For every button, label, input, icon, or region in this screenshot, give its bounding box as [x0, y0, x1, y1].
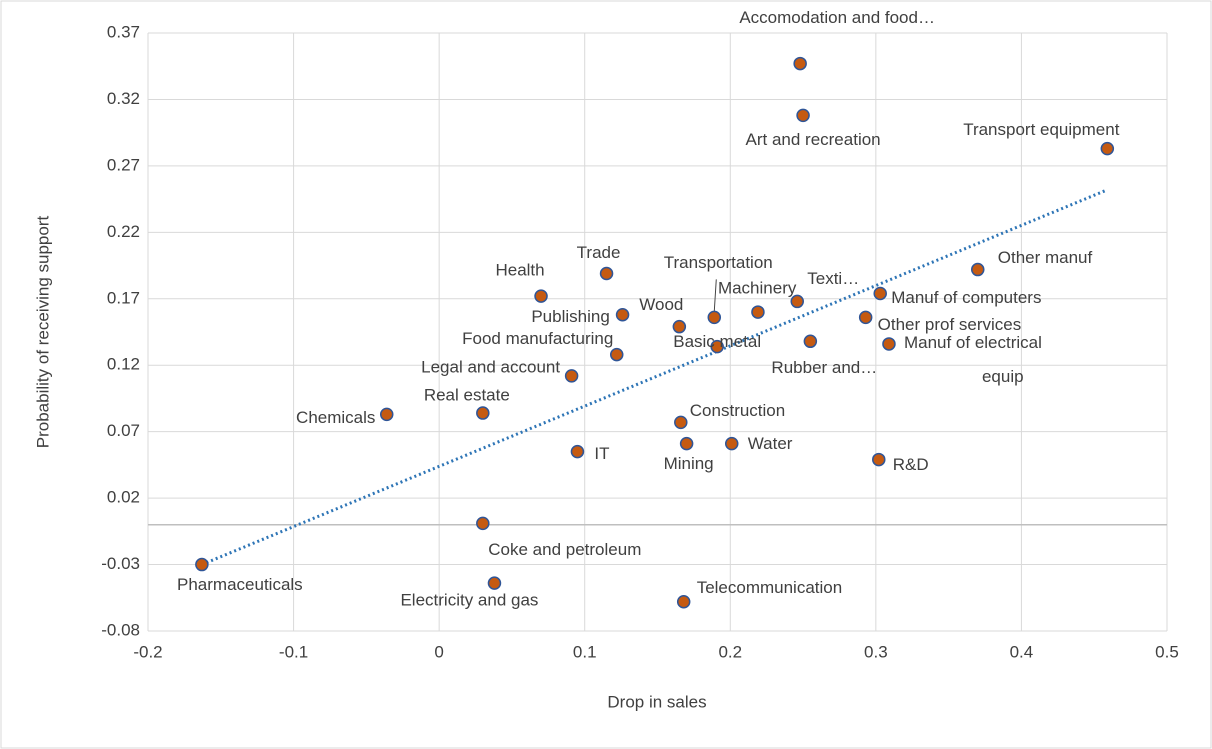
point	[882, 337, 896, 351]
point	[872, 452, 886, 467]
point	[873, 286, 887, 301]
point-label: Basic metal	[673, 332, 761, 351]
label-line: Manuf of electrical	[904, 333, 1047, 352]
point	[564, 369, 579, 383]
point	[195, 557, 209, 572]
y-tick-label: 0.07	[107, 421, 140, 440]
point	[1100, 141, 1115, 156]
point	[679, 436, 694, 451]
point	[676, 595, 691, 609]
point	[609, 347, 624, 362]
x-tick-label: -0.2	[133, 642, 162, 661]
point	[751, 305, 765, 319]
point	[615, 307, 630, 322]
point	[858, 310, 873, 325]
x-tick-label: 0.5	[1155, 642, 1179, 661]
point	[379, 407, 394, 422]
point	[790, 294, 804, 309]
y-tick-label: 0.02	[107, 488, 140, 507]
label-line: equip	[982, 367, 1024, 386]
point	[487, 576, 502, 590]
x-tick-label: -0.1	[279, 642, 308, 661]
y-tick-label: 0.12	[107, 355, 140, 374]
point-label: Chemicals	[296, 408, 375, 427]
y-tick-label: 0.22	[107, 222, 140, 241]
point-label: Machinery	[718, 279, 797, 298]
point-label: R&D	[893, 455, 929, 474]
point	[672, 319, 687, 334]
y-tick-label: 0.17	[107, 288, 140, 307]
point-label: Art and recreation	[746, 130, 881, 149]
point-label: Mining	[664, 454, 714, 473]
point-label: Food manufacturing	[462, 329, 613, 348]
point-label: Electricity and gas	[400, 591, 538, 610]
point-label: Wood	[639, 295, 683, 314]
x-tick-label: 0	[434, 642, 443, 661]
point	[803, 334, 818, 349]
point-label: Health	[495, 261, 544, 280]
point	[707, 310, 722, 325]
point	[796, 108, 810, 123]
point-label: Coke and petroleum	[488, 540, 641, 559]
point-label: Other prof services	[878, 315, 1022, 334]
point	[599, 266, 614, 281]
x-axis-title: Drop in sales	[607, 692, 706, 711]
point-label: Transportation	[664, 253, 773, 272]
y-tick-label: 0.37	[107, 22, 140, 41]
x-tick-label: 0.4	[1010, 642, 1034, 661]
point	[476, 406, 490, 420]
y-axis-title: Probability of receiving support	[33, 216, 52, 449]
point-label: Water	[748, 434, 793, 453]
point-label: Publishing	[531, 307, 609, 326]
point-label: Manuf of computers	[891, 288, 1041, 307]
point-label: Telecommunication	[697, 578, 843, 597]
x-tick-label: 0.3	[864, 642, 888, 661]
y-tick-label: 0.32	[107, 89, 140, 108]
point	[674, 415, 688, 430]
point-label: Legal and account	[421, 357, 560, 376]
point-label: Pharmaceuticals	[177, 575, 303, 594]
point-label: Texti…	[807, 269, 859, 288]
point	[534, 289, 548, 303]
point-label: Real estate	[424, 386, 510, 405]
trendline	[201, 188, 1108, 566]
x-tick-label: 0.2	[718, 642, 742, 661]
point-label: IT	[594, 444, 609, 463]
y-tick-label: -0.08	[101, 620, 140, 639]
point-label: Construction	[690, 401, 785, 420]
point	[793, 56, 807, 71]
point-label: Rubber and…	[771, 358, 877, 377]
point	[570, 444, 585, 459]
y-tick-label: -0.03	[101, 554, 140, 573]
leader-line	[713, 279, 717, 312]
x-tick-label: 0.1	[573, 642, 597, 661]
point-label: Manuf of electrical equip	[904, 333, 1047, 386]
point-label: Trade	[577, 243, 621, 262]
point-label: Transport equipment	[963, 120, 1120, 139]
point	[971, 262, 985, 277]
point-label: Other manuf	[998, 248, 1093, 267]
point	[476, 516, 490, 531]
point	[710, 339, 724, 354]
point-label: Accomodation and food…	[739, 8, 935, 27]
point	[724, 436, 739, 451]
y-tick-label: 0.27	[107, 155, 140, 174]
